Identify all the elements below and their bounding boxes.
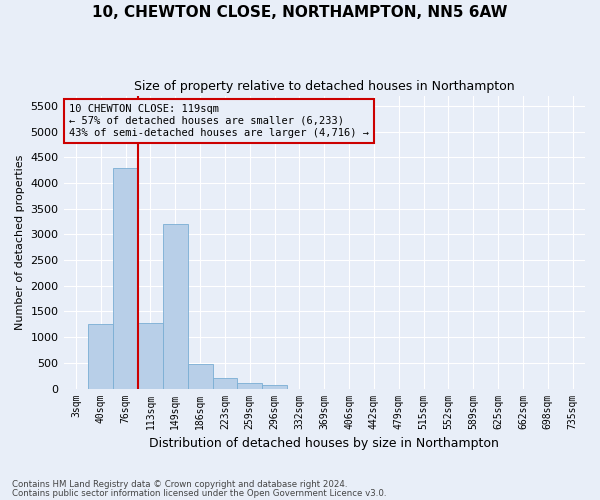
Bar — [113, 168, 138, 388]
Title: Size of property relative to detached houses in Northampton: Size of property relative to detached ho… — [134, 80, 515, 93]
Bar — [238, 384, 262, 388]
X-axis label: Distribution of detached houses by size in Northampton: Distribution of detached houses by size … — [149, 437, 499, 450]
Bar — [212, 378, 238, 388]
Bar — [138, 323, 163, 388]
Text: Contains HM Land Registry data © Crown copyright and database right 2024.: Contains HM Land Registry data © Crown c… — [12, 480, 347, 489]
Y-axis label: Number of detached properties: Number of detached properties — [15, 154, 25, 330]
Bar — [163, 224, 188, 388]
Text: 10, CHEWTON CLOSE, NORTHAMPTON, NN5 6AW: 10, CHEWTON CLOSE, NORTHAMPTON, NN5 6AW — [92, 5, 508, 20]
Bar — [262, 385, 287, 388]
Text: 10 CHEWTON CLOSE: 119sqm
← 57% of detached houses are smaller (6,233)
43% of sem: 10 CHEWTON CLOSE: 119sqm ← 57% of detach… — [69, 104, 369, 138]
Bar — [88, 324, 113, 388]
Bar — [188, 364, 212, 388]
Text: Contains public sector information licensed under the Open Government Licence v3: Contains public sector information licen… — [12, 489, 386, 498]
